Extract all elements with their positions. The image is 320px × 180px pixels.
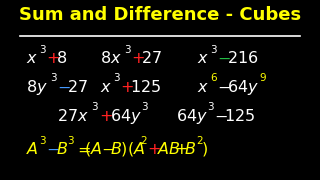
Text: $3$: $3$ (210, 43, 218, 55)
Text: $+$: $+$ (99, 108, 112, 125)
Text: $2$: $2$ (196, 134, 203, 145)
Text: $27$: $27$ (67, 79, 88, 96)
Text: $B$: $B$ (184, 141, 196, 158)
Text: $8y$: $8y$ (26, 78, 47, 97)
Text: $+$: $+$ (120, 79, 134, 96)
Text: $)$: $)$ (202, 140, 208, 158)
Text: $8x$: $8x$ (100, 50, 122, 67)
Text: $3$: $3$ (38, 43, 46, 55)
Text: $27$: $27$ (141, 50, 162, 67)
Text: $3$: $3$ (207, 100, 215, 112)
Text: $-$: $-$ (101, 141, 115, 158)
Text: $6$: $6$ (210, 71, 218, 83)
Text: $8$: $8$ (56, 50, 67, 67)
Text: $-$: $-$ (214, 108, 228, 125)
Text: $27x$: $27x$ (57, 108, 89, 125)
Text: $125$: $125$ (130, 79, 161, 96)
Text: $x$: $x$ (197, 79, 209, 96)
Text: $216$: $216$ (227, 50, 259, 67)
Text: $+$: $+$ (147, 141, 161, 158)
Text: $+$: $+$ (174, 141, 188, 158)
Text: $x$: $x$ (197, 50, 209, 67)
Text: $+$: $+$ (46, 50, 60, 67)
Text: $x$: $x$ (26, 50, 38, 67)
Text: $-$: $-$ (46, 141, 60, 158)
Text: $3$: $3$ (113, 71, 121, 83)
Text: $3$: $3$ (50, 71, 58, 83)
Text: $x$: $x$ (100, 79, 112, 96)
Text: $AB$: $AB$ (157, 141, 181, 158)
Text: $+$: $+$ (132, 50, 145, 67)
Text: $64y$: $64y$ (227, 78, 259, 97)
Text: $64y$: $64y$ (110, 107, 142, 126)
Text: $-$: $-$ (217, 50, 231, 67)
Text: $A$: $A$ (26, 141, 38, 158)
Text: $-$: $-$ (57, 79, 71, 96)
Text: $B)(A$: $B)(A$ (110, 140, 145, 158)
Text: $9$: $9$ (259, 71, 267, 83)
Text: $-$: $-$ (217, 79, 231, 96)
Text: $2$: $2$ (140, 134, 148, 145)
Text: $3$: $3$ (67, 134, 75, 145)
Text: $=$: $=$ (74, 141, 91, 158)
Text: $B$: $B$ (56, 141, 68, 158)
Text: $3$: $3$ (38, 134, 46, 145)
Text: $(A$: $(A$ (84, 140, 102, 158)
Text: $3$: $3$ (92, 100, 99, 112)
Text: $3$: $3$ (141, 100, 149, 112)
Text: $125$: $125$ (224, 108, 255, 125)
Text: $3$: $3$ (124, 43, 132, 55)
Text: Sum and Difference - Cubes: Sum and Difference - Cubes (19, 6, 301, 24)
Text: $64y$: $64y$ (176, 107, 208, 126)
